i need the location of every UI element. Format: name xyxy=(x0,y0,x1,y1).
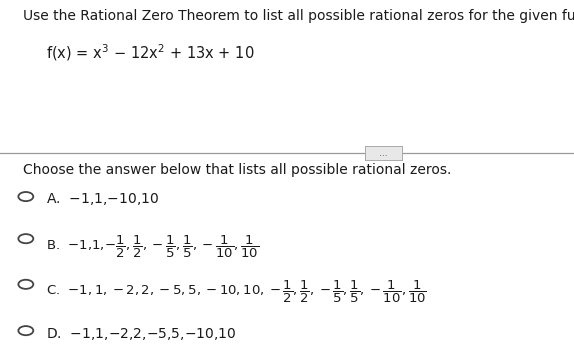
Text: Use the Rational Zero Theorem to list all possible rational zeros for the given : Use the Rational Zero Theorem to list al… xyxy=(23,9,574,23)
Text: f(x) = x$^{\mathregular{3}}$ $-$ 12x$^{\mathregular{2}}$ + 13x + 10: f(x) = x$^{\mathregular{3}}$ $-$ 12x$^{\… xyxy=(46,42,254,63)
Text: Choose the answer below that lists all possible rational zeros.: Choose the answer below that lists all p… xyxy=(23,163,451,177)
Text: D.  $-$1,1,$-$2,2,$-$5,5,$-$10,10: D. $-$1,1,$-$2,2,$-$5,5,$-$10,10 xyxy=(46,326,236,343)
Text: ...: ... xyxy=(379,148,388,158)
Text: A.  $-$1,1,$-$10,10: A. $-$1,1,$-$10,10 xyxy=(46,191,159,207)
Text: B.  $-$1,1,$-\dfrac{1}{2},\dfrac{1}{2},-\dfrac{1}{5},\dfrac{1}{5},-\dfrac{1}{10}: B. $-$1,1,$-\dfrac{1}{2},\dfrac{1}{2},-\… xyxy=(46,233,259,259)
Text: C.  $-1,1,-2,2,-5,5,-10,10,-\dfrac{1}{2},\dfrac{1}{2},-\dfrac{1}{5},\dfrac{1}{5}: C. $-1,1,-2,2,-5,5,-10,10,-\dfrac{1}{2},… xyxy=(46,279,427,305)
